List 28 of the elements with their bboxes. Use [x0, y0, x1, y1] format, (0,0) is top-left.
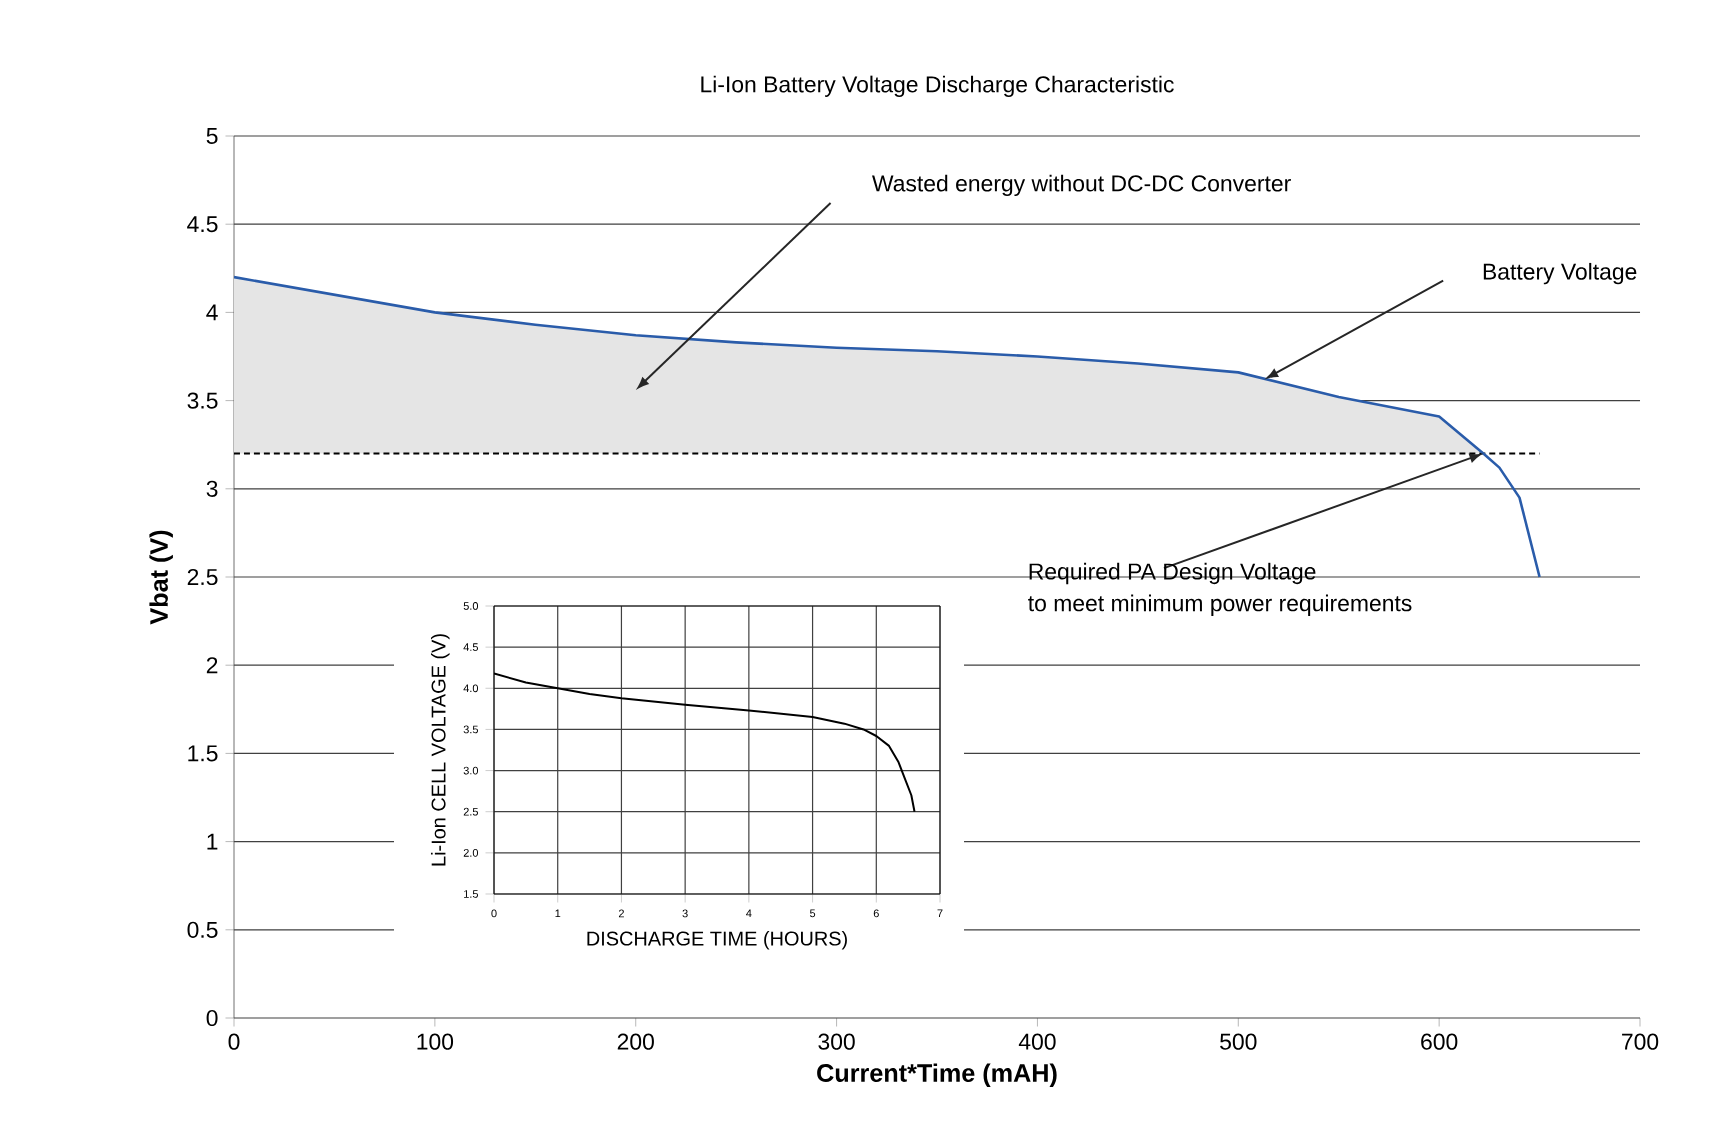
x-tick-label: 400 [1018, 1033, 1056, 1050]
chart-title: Li-Ion Battery Voltage Discharge Characteristic [701, 75, 1174, 97]
annotation: to meet minimum power requirements [1028, 594, 1412, 616]
y-tick-label: 0 [206, 1009, 218, 1027]
x-tick-label: 300 [818, 1033, 855, 1050]
y-tick-label: 3 [206, 480, 218, 497]
x-tick-label: 200 [617, 1033, 654, 1050]
x-tick-label: 100 [417, 1033, 454, 1050]
y-tick-label: 5 [206, 128, 218, 144]
y-axis-title: Li-Ion CELL VOLTAGE (V) [430, 634, 450, 866]
y-tick-label: 0.5 [187, 921, 218, 938]
annotation: Required PA Design Voltage [1029, 562, 1316, 585]
y-tick-label: 2.5 [187, 568, 218, 586]
y-tick-label: 4 [206, 304, 218, 321]
x-axis-title: DISCHARGE TIME (HOURS) [587, 930, 847, 950]
annotation: Wasted energy without DC-DC Converter [872, 174, 1291, 197]
y-axis-title: Vbat (V) [149, 530, 173, 625]
x-tick-label: 600 [1421, 1033, 1458, 1050]
y-tick-label: 4.5 [187, 216, 218, 233]
y-tick-label: 1 [207, 833, 218, 850]
y-tick-label: 2 [206, 657, 218, 674]
y-tick-label: 3.5 [187, 392, 218, 409]
x-tick-label: 500 [1220, 1033, 1257, 1050]
x-tick-label: 700 [1622, 1033, 1659, 1050]
annotation: Battery Voltage [1483, 262, 1637, 285]
x-axis-title: Current*Time (mAH) [817, 1063, 1057, 1087]
y-tick-label: 1.5 [188, 745, 218, 762]
x-tick-label: 0 [228, 1033, 240, 1050]
